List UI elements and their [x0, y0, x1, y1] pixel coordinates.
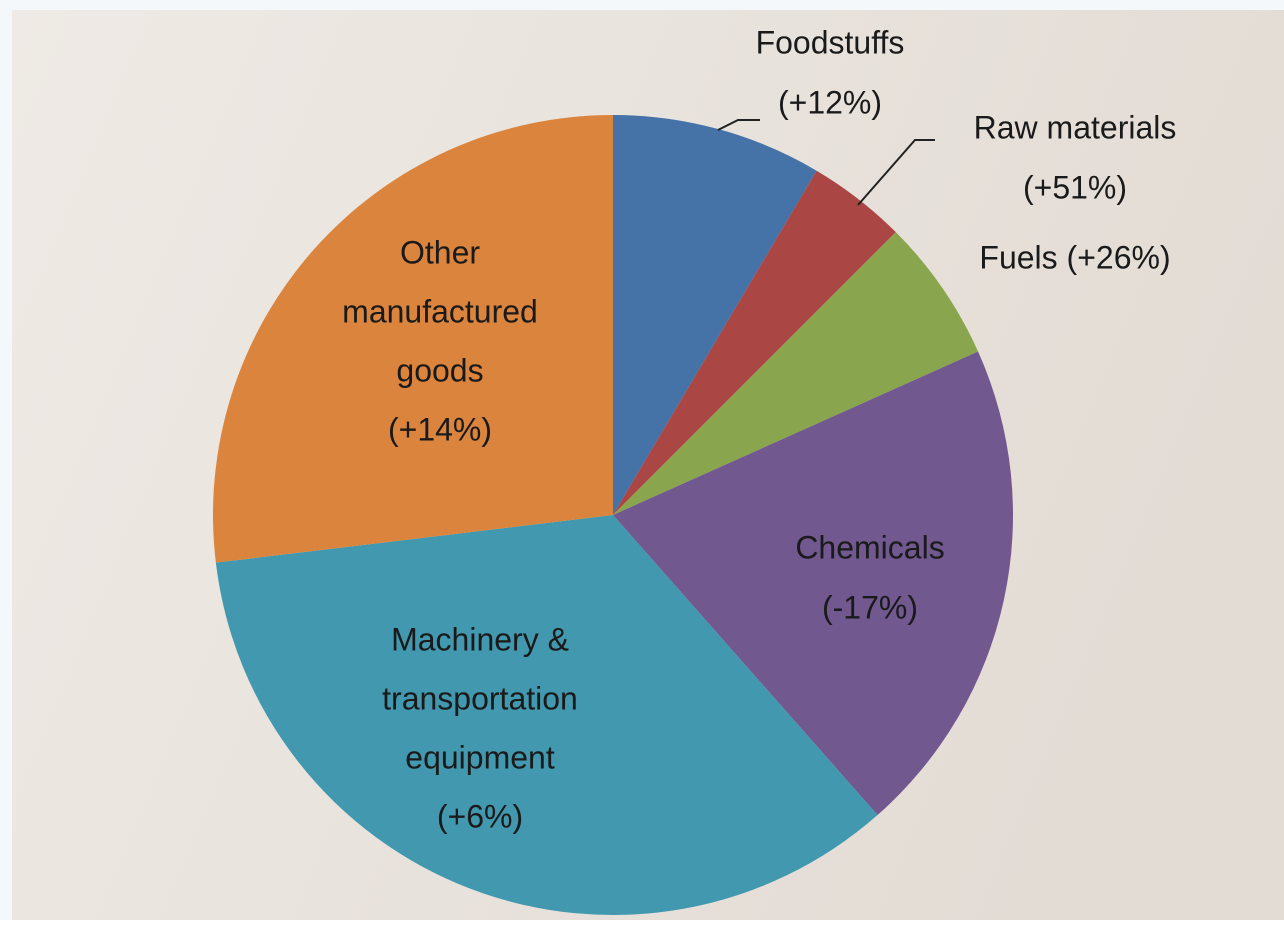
- slice-label: (+6%): [437, 798, 523, 834]
- leader-line: [717, 119, 760, 131]
- pie-slice: [613, 170, 896, 515]
- slice-label: goods: [396, 352, 483, 388]
- slice-label: Machinery &: [391, 621, 569, 657]
- slice-label: (-17%): [822, 589, 918, 625]
- pie-slice: [613, 115, 817, 515]
- slice-label: (+12%): [778, 84, 882, 120]
- slice-label: Fuels (+26%): [979, 239, 1170, 275]
- slice-label: (+51%): [1023, 169, 1127, 205]
- pie-slice: [613, 232, 979, 515]
- slice-label: Chemicals: [795, 529, 944, 565]
- slice-label: equipment: [405, 739, 555, 775]
- slice-label: transportation: [382, 680, 578, 716]
- pie-slice: [212, 115, 613, 563]
- slice-label: (+14%): [388, 411, 492, 447]
- pie-slice: [613, 351, 1013, 816]
- slice-label: manufactured: [342, 293, 538, 329]
- leader-line: [857, 139, 935, 206]
- slice-label: Foodstuffs: [756, 24, 905, 60]
- pie-slice: [215, 515, 878, 916]
- slice-label: Raw materials: [974, 109, 1177, 145]
- slice-label: Other: [400, 234, 480, 270]
